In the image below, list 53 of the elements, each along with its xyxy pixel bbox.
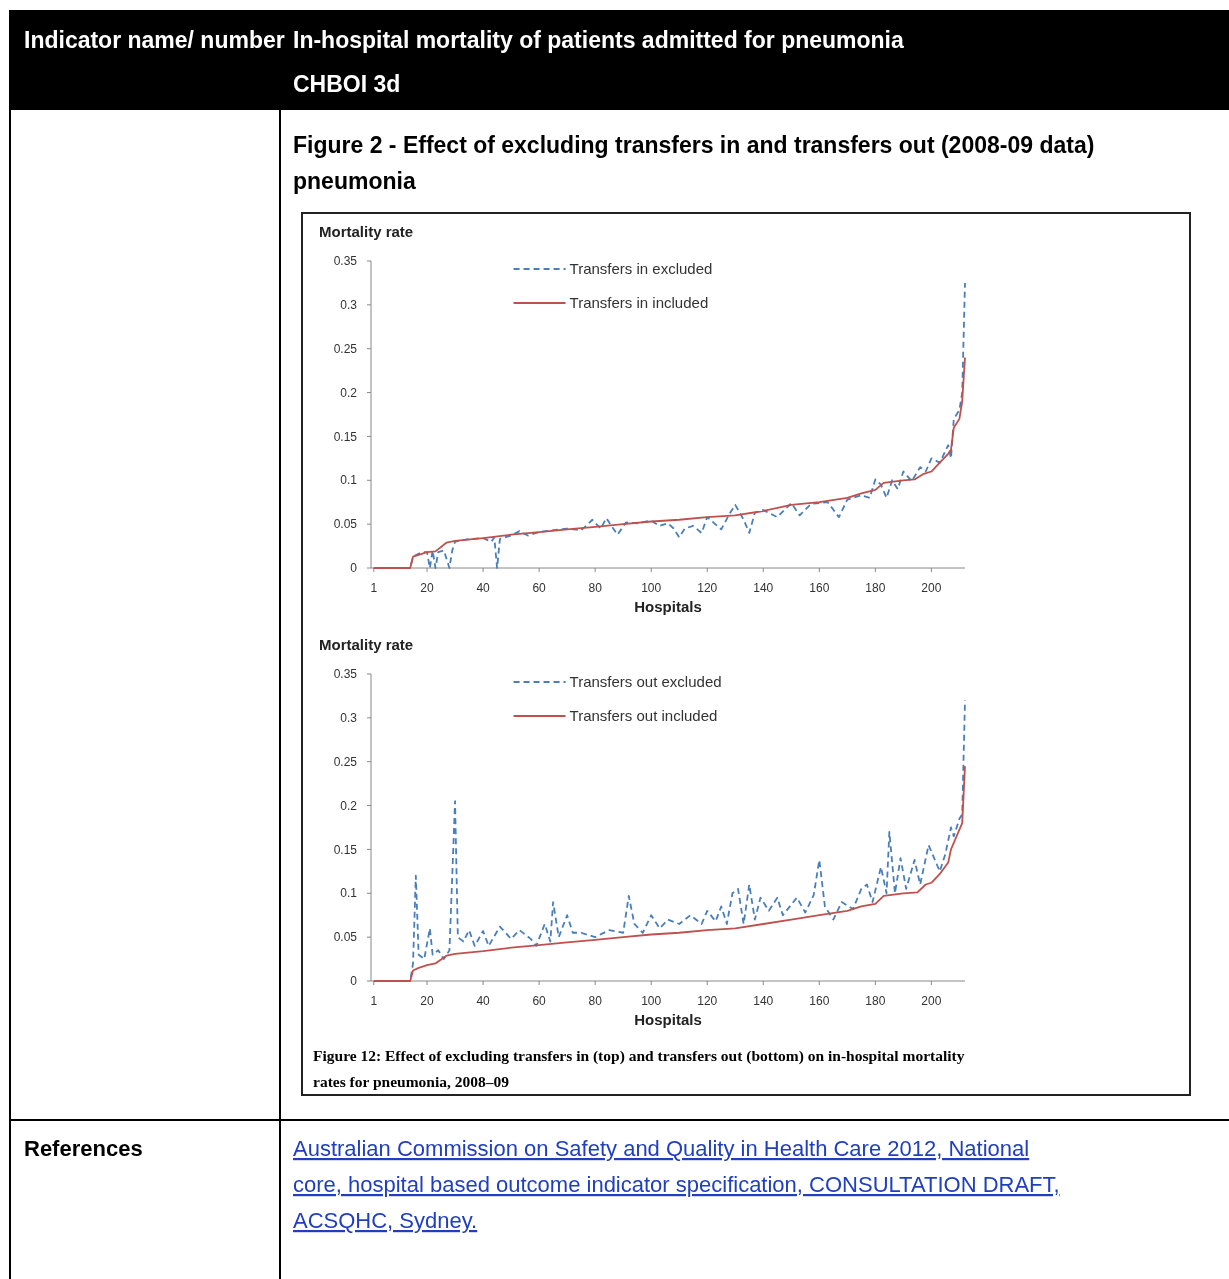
x-tick-label: 80 xyxy=(588,581,603,595)
y-tick-label: 0.25 xyxy=(333,754,358,769)
text: References xyxy=(24,1136,143,1161)
y-tick-label: 0.3 xyxy=(340,298,358,313)
y-axis-title: Mortality rate xyxy=(319,223,414,240)
x-tick-label: 20 xyxy=(420,581,435,595)
x-tick-label: 60 xyxy=(532,581,547,595)
chart-title: Figure 2 - Effect of excluding transfers in and transfers out (2008-09 data) pneumonia xyxy=(293,132,1095,194)
x-tick-label: 180 xyxy=(865,581,886,595)
x-tick-label: 40 xyxy=(476,581,491,595)
text: In-hospital mortality of patients admitted for pneumonia xyxy=(293,27,905,53)
x-tick-label: 40 xyxy=(476,994,491,1008)
y-tick-label: 0.3 xyxy=(340,711,358,726)
text: Australian Commission on Safety and Quality in Health Care 2012, National core, hospital based outcome indicator specification, CONSULTATION DRAFT, ACSQHC, Sydney. xyxy=(293,1136,1060,1233)
x-tick-label: 1 xyxy=(370,994,378,1008)
y-tick-label: 0.05 xyxy=(333,517,358,532)
y-tick-label: 0 xyxy=(350,561,358,576)
text: CHBOI 3d xyxy=(293,71,401,97)
x-tick-label: 20 xyxy=(420,994,435,1008)
legend-label: Transfers in included xyxy=(569,294,709,312)
y-tick-label: 0.25 xyxy=(333,341,358,356)
legend-label: Transfers out included xyxy=(569,707,718,725)
x-tick-label: 120 xyxy=(697,581,718,595)
y-tick-label: 0.2 xyxy=(340,798,358,813)
y-axis-title: Mortality rate xyxy=(319,636,414,653)
x-tick-label: 1 xyxy=(370,581,378,595)
y-tick-label: 0.15 xyxy=(333,429,358,444)
x-tick-label: 120 xyxy=(697,994,718,1008)
y-tick-label: 0.15 xyxy=(333,842,358,857)
y-tick-label: 0.1 xyxy=(340,886,358,901)
y-tick-label: 0.05 xyxy=(333,930,358,945)
y-tick-label: 0.35 xyxy=(333,254,358,269)
x-tick-label: 180 xyxy=(865,994,886,1008)
y-tick-label: 0 xyxy=(350,974,358,989)
x-tick-label: 200 xyxy=(921,581,942,595)
legend-label: Transfers out excluded xyxy=(569,673,722,691)
text: Indicator name/ number xyxy=(24,27,285,53)
x-axis-title: Hospitals xyxy=(634,598,702,615)
y-tick-label: 0.1 xyxy=(340,473,358,488)
x-tick-label: 80 xyxy=(588,994,603,1008)
x-tick-label: 140 xyxy=(753,581,774,595)
x-tick-label: 100 xyxy=(641,994,662,1008)
legend-label: Transfers in excluded xyxy=(569,260,713,278)
x-tick-label: 200 xyxy=(921,994,942,1008)
caption: Figure 12: Effect of excluding transfers in (top) and transfers out (bottom) on in-hospital mortality rates for pneumonia, 2008–09 xyxy=(313,1047,965,1090)
y-tick-label: 0.35 xyxy=(333,667,358,682)
x-axis-title: Hospitals xyxy=(634,1011,702,1028)
x-tick-label: 100 xyxy=(641,581,662,595)
y-tick-label: 0.2 xyxy=(340,385,358,400)
x-tick-label: 60 xyxy=(532,994,547,1008)
x-tick-label: 140 xyxy=(753,994,774,1008)
x-tick-label: 160 xyxy=(809,994,830,1008)
x-tick-label: 160 xyxy=(809,581,830,595)
